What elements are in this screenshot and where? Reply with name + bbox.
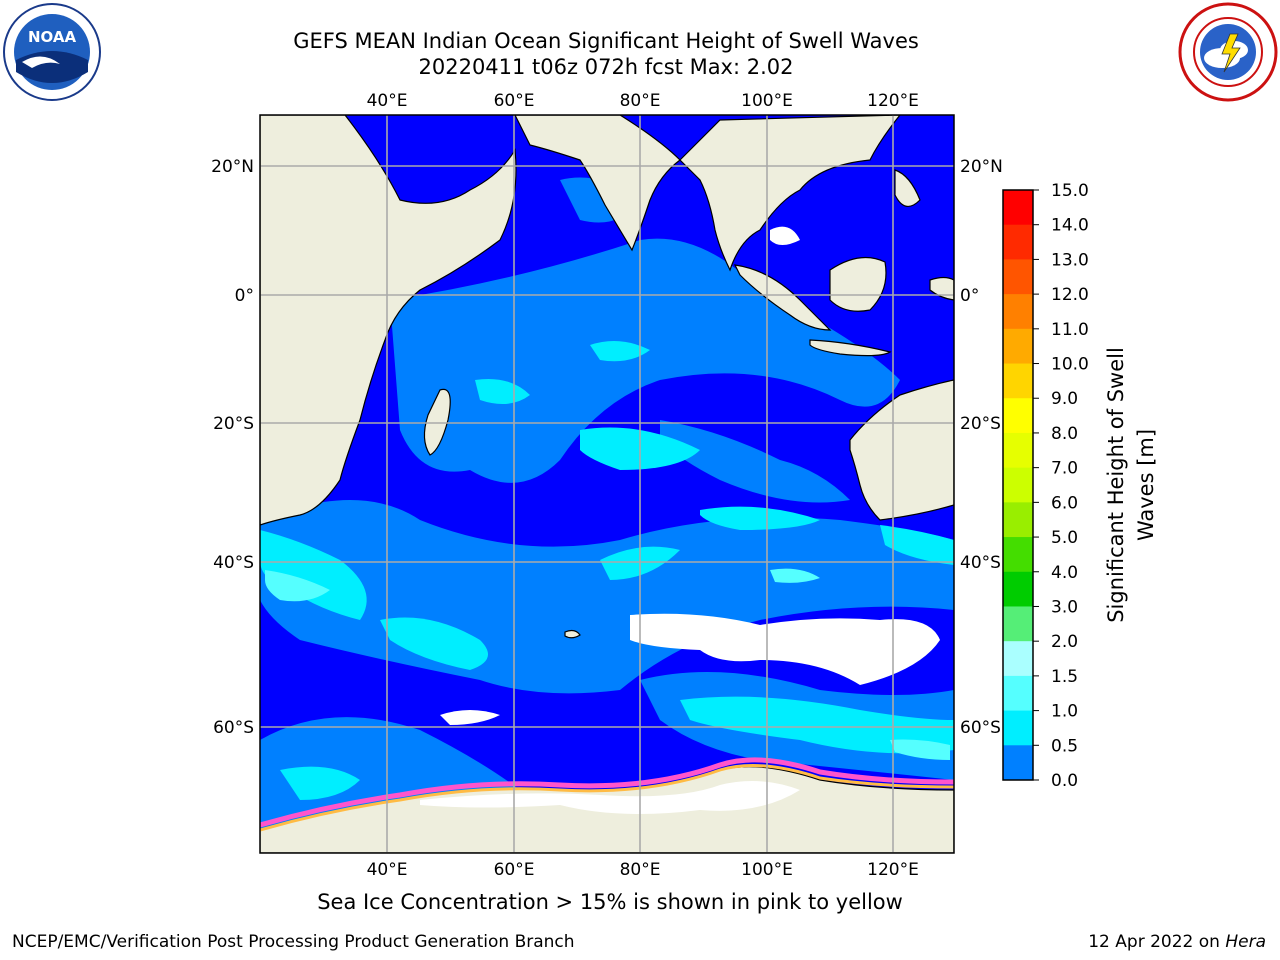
colorbar-tick-label: 6.0: [1051, 493, 1078, 513]
lon-label-bottom: 60°E: [494, 860, 535, 880]
colorbar-label-line2: Waves [m]: [1134, 429, 1158, 541]
lon-label-top: 120°E: [867, 91, 919, 111]
colorbar-tick-label: 4.0: [1051, 563, 1078, 583]
sea-ice-note: Sea Ice Concentration > 15% is shown in …: [317, 890, 903, 914]
colorbar-segment: [1003, 675, 1033, 712]
no-data-area: [440, 226, 940, 725]
colorbar-tick-label: 12.0: [1051, 285, 1089, 305]
colorbar-tick-label: 2.0: [1051, 632, 1078, 652]
colorbar-segment: [1003, 710, 1033, 746]
colorbar-segment: [1003, 745, 1033, 781]
colorbar-segment: [1003, 467, 1033, 503]
lon-label-bottom: 120°E: [867, 860, 919, 880]
map-plot-area: [260, 115, 954, 853]
map-frame: [259, 114, 955, 854]
lat-label-right: 0°: [960, 286, 979, 306]
lon-label-top: 60°E: [494, 91, 535, 111]
colorbar-tick-label: 3.0: [1051, 597, 1078, 617]
lon-label-bottom: 80°E: [620, 860, 661, 880]
colorbar-ticks: 15.0 14.0 13.0 12.0 11.0 10.0 9.0 8.0 7.0 6.0 5.0 4…: [1033, 181, 1089, 791]
lat-label-right: 60°S: [960, 718, 1001, 738]
noaa-logo-text: NOAA: [28, 28, 77, 46]
colorbar-segment: [1003, 224, 1033, 260]
colorbar-tick-label: 8.0: [1051, 424, 1078, 444]
colorbar-tick-label: 0.0: [1051, 771, 1078, 791]
lon-label-top: 40°E: [367, 91, 408, 111]
nws-logo-icon: [1178, 2, 1278, 102]
lat-label-left: 20°N: [211, 157, 254, 177]
graticule: [260, 115, 954, 853]
lon-label-top: 100°E: [741, 91, 793, 111]
colorbar-tick-label: 9.0: [1051, 389, 1078, 409]
lon-label-bottom: 100°E: [741, 860, 793, 880]
colorbar-tick-label: 13.0: [1051, 250, 1089, 270]
colorbar-tick-label: 15.0: [1051, 181, 1089, 201]
lat-label-left: 20°S: [213, 414, 254, 434]
colorbar-segment: [1003, 363, 1033, 399]
colorbar-tick-label: 5.0: [1051, 528, 1078, 548]
footer-date: 12 Apr 2022 on Hera: [1088, 932, 1266, 952]
footer-host: Hera: [1225, 932, 1266, 952]
colorbar-segment: [1003, 502, 1033, 538]
colorbar-tick-label: 0.5: [1051, 736, 1078, 756]
lon-label-bottom: 40°E: [367, 860, 408, 880]
colorbar-segment: [1003, 571, 1033, 607]
colorbar-tick-label: 1.5: [1051, 667, 1078, 687]
colorbar-segment: [1003, 190, 1033, 226]
footer-date-text: 12 Apr 2022 on: [1088, 932, 1226, 952]
colorbar-segment: [1003, 537, 1033, 573]
colorbar-frame: [1002, 189, 1034, 781]
lat-label-left: 40°S: [213, 553, 254, 573]
colorbar-tick-label: 10.0: [1051, 355, 1089, 375]
lat-label-right: 40°S: [960, 553, 1001, 573]
lon-labels-bottom: 40°E 60°E 80°E 100°E 120°E: [367, 860, 919, 880]
lat-label-left: 0°: [235, 286, 254, 306]
lon-label-top: 80°E: [620, 91, 661, 111]
lat-labels-left: 20°N 0° 20°S 40°S 60°S: [211, 157, 254, 738]
swell-1.5-2.0: [265, 568, 950, 760]
noaa-logo-icon: NOAA: [3, 3, 101, 101]
lon-labels-top: 40°E 60°E 80°E 100°E 120°E: [367, 91, 919, 111]
title-line-2: 20220411 t06z 072h fcst Max: 2.02: [418, 55, 794, 79]
lat-label-left: 60°S: [213, 718, 254, 738]
colorbar-tick-label: 1.0: [1051, 702, 1078, 722]
lat-labels-right: 20°N 0° 20°S 40°S 60°S: [960, 157, 1003, 738]
colorbar: [1002, 189, 1034, 781]
colorbar-tick-label: 7.0: [1051, 459, 1078, 479]
colorbar-label: Significant Height of Swell Waves [m]: [1104, 347, 1158, 623]
colorbar-segment: [1003, 606, 1033, 642]
colorbar-segment: [1003, 432, 1033, 469]
title-line-1: GEFS MEAN Indian Ocean Significant Heigh…: [293, 29, 919, 53]
lat-label-right: 20°N: [960, 157, 1003, 177]
footer-credit: NCEP/EMC/Verification Post Processing Pr…: [12, 932, 575, 952]
colorbar-segment: [1003, 398, 1033, 434]
colorbar-segment: [1003, 294, 1033, 330]
colorbar-label-line1: Significant Height of Swell: [1104, 347, 1128, 623]
colorbar-segment: [1003, 259, 1033, 295]
colorbar-tick-label: 11.0: [1051, 320, 1089, 340]
colorbar-tick-label: 14.0: [1051, 216, 1089, 236]
colorbar-segment: [1003, 641, 1033, 677]
lat-label-right: 20°S: [960, 414, 1001, 434]
colorbar-segment: [1003, 328, 1033, 365]
